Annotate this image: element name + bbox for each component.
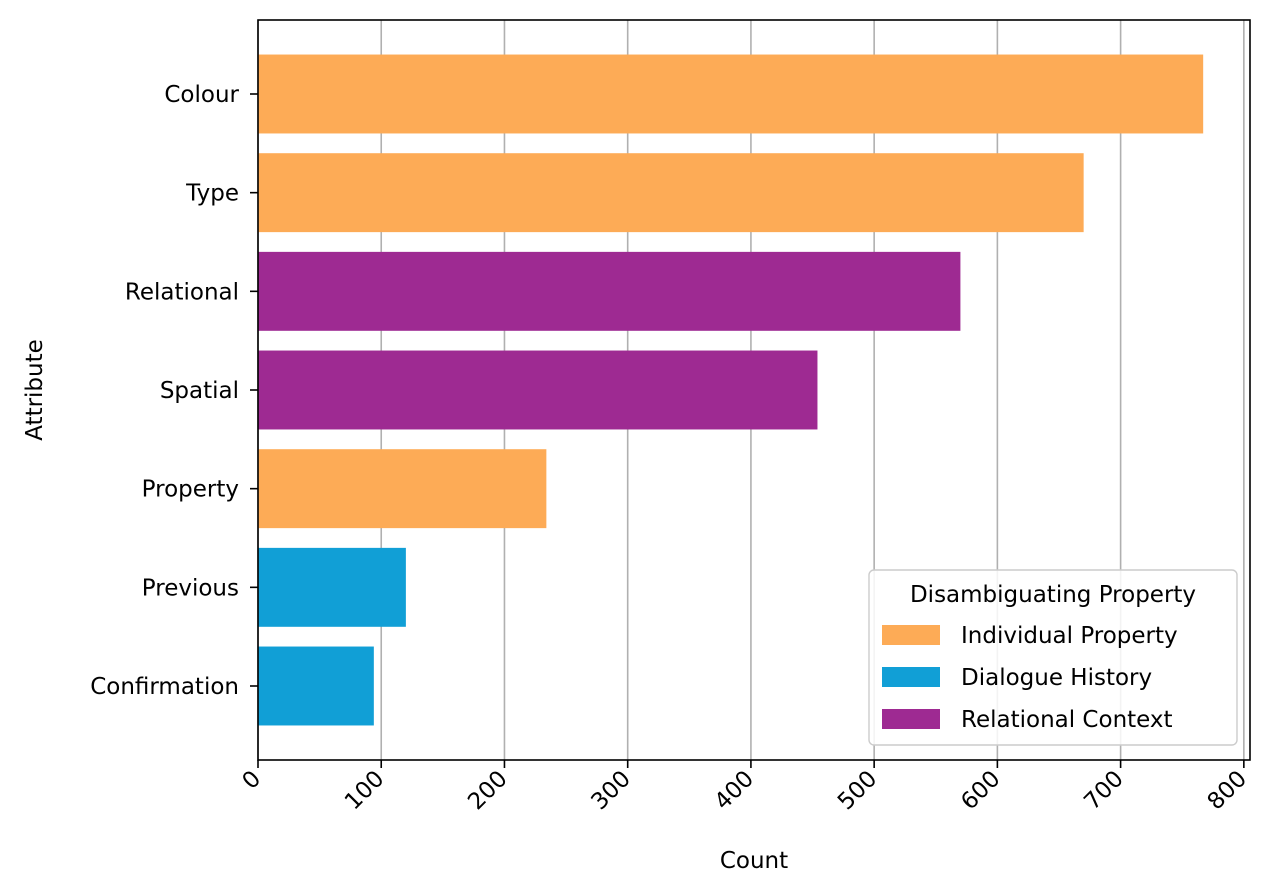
bars: [258, 54, 1204, 726]
y-tick-label: Type: [185, 181, 239, 207]
bar-colour: [258, 54, 1204, 134]
x-tick-label: 600: [956, 766, 1005, 815]
x-tick-label: 500: [833, 766, 882, 815]
legend-swatch: [882, 625, 940, 645]
legend-entry-label: Individual Property: [961, 623, 1178, 649]
legend-swatch: [882, 709, 940, 729]
x-tick-label: 800: [1203, 766, 1252, 815]
x-tick-label: 300: [587, 766, 636, 815]
bar-previous: [258, 547, 406, 627]
legend-swatch: [882, 667, 940, 687]
y-ticks: Colour Type Relational Spatial Property Previ…: [90, 82, 258, 700]
bar-confirmation: [258, 646, 374, 726]
x-tick-label: 100: [340, 766, 389, 815]
legend-entries: Individual Property Dialogue History Relat…: [882, 623, 1178, 733]
x-tick-label: 0: [238, 766, 267, 795]
x-ticks: 0 100 200 300 400 500 600 700 800: [238, 760, 1252, 815]
y-tick-label: Property: [142, 477, 239, 503]
bar-type: [258, 153, 1084, 233]
legend-entry-label: Dialogue History: [961, 665, 1152, 691]
legend: Disambiguating Property Individual Prope…: [868, 569, 1238, 746]
y-tick-label: Spatial: [160, 378, 239, 404]
y-tick-label: Confirmation: [90, 674, 239, 700]
y-tick-label: Previous: [142, 575, 239, 601]
x-tick-label: 700: [1079, 766, 1128, 815]
y-tick-label: Colour: [164, 82, 239, 108]
bar-property: [258, 449, 547, 529]
bar-spatial: [258, 350, 818, 430]
y-tick-label: Relational: [125, 279, 239, 305]
legend-frame: [868, 569, 1238, 746]
x-axis-label: Count: [720, 848, 788, 874]
x-tick-label: 400: [710, 766, 759, 815]
bar-relational: [258, 251, 961, 331]
y-axis-label: Attribute: [22, 339, 48, 441]
legend-entry-label: Relational Context: [961, 707, 1173, 733]
x-tick-label: 200: [463, 766, 512, 815]
legend-title: Disambiguating Property: [910, 582, 1196, 608]
